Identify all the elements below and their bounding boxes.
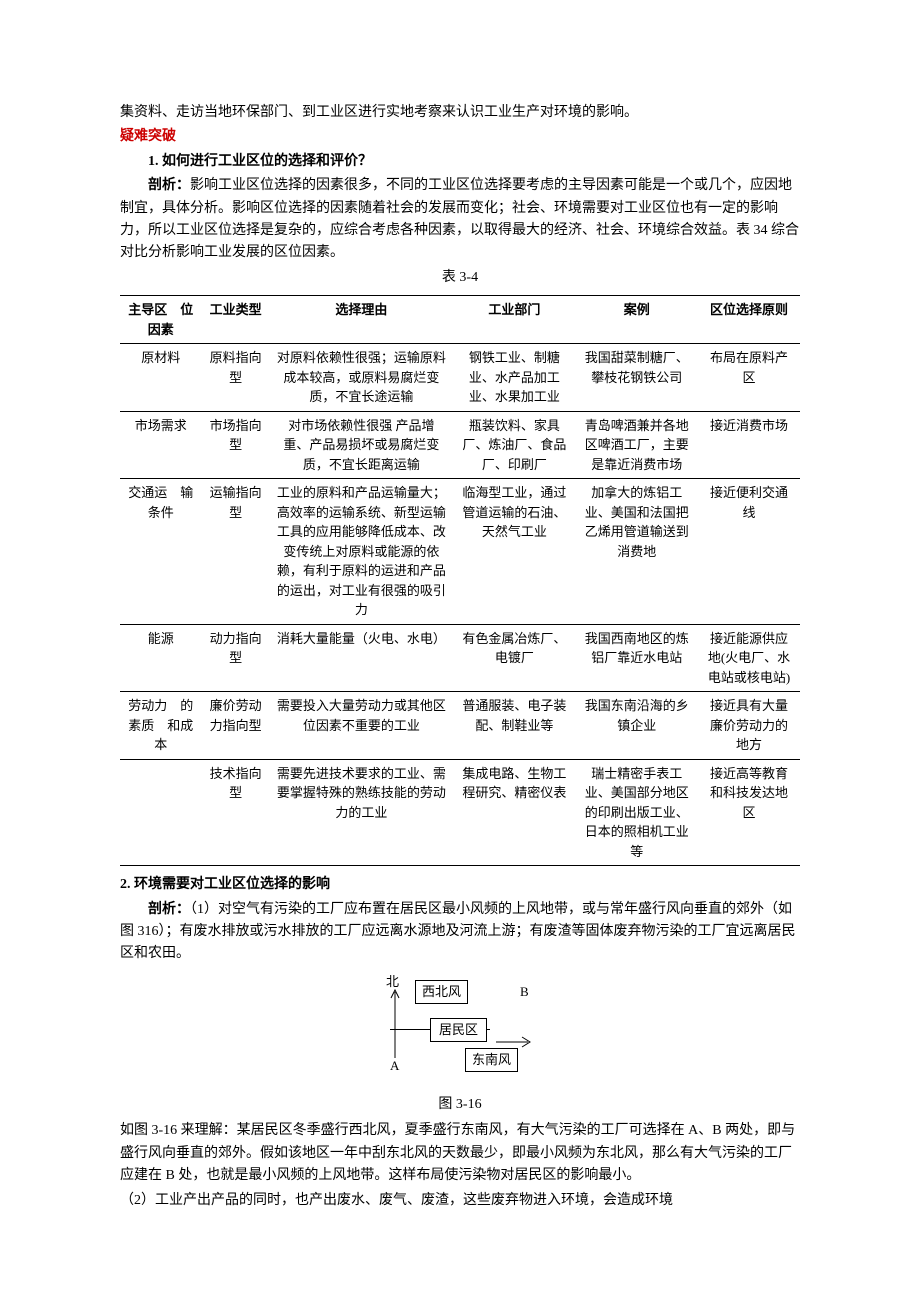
breakthrough-heading: 疑难突破 bbox=[120, 126, 800, 148]
q2-label: 剖析： bbox=[148, 902, 190, 917]
table-cell: 对原料依赖性很强；运输原料成本较高，或原料易腐烂变质，不宜长途运输 bbox=[270, 344, 454, 412]
q2-para1: 剖析：（1）对空气有污染的工厂应布置在居民区最小风频的上风地带，或与常年盛行风向… bbox=[120, 899, 800, 966]
nw-wind-box: 西北风 bbox=[415, 980, 468, 1005]
table-cell: 我国东南沿海的乡镇企业 bbox=[576, 692, 698, 760]
table-header-row: 主导区 位因素 工业类型 选择理由 工业部门 案例 区位选择原则 bbox=[120, 296, 800, 344]
table-cell: 消耗大量能量（火电、水电） bbox=[270, 624, 454, 692]
q2-para2: 如图 3-16 来理解：某居民区冬季盛行西北风，夏季盛行东南风，有大气污染的工厂… bbox=[120, 1120, 800, 1187]
col-head-2: 选择理由 bbox=[270, 296, 454, 344]
table-cell: 需要投入大量劳动力或其他区位因素不重要的工业 bbox=[270, 692, 454, 760]
factors-table: 主导区 位因素 工业类型 选择理由 工业部门 案例 区位选择原则 原材料原料指向… bbox=[120, 295, 800, 866]
table-cell: 工业的原料和产品运输量大；高效率的运输系统、新型运输工具的应用能够降低成本、改变… bbox=[270, 479, 454, 625]
q2-para3: （2）工业产出产品的同时，也产出废水、废气、废渣，这些废弃物进入环境，会造成环境 bbox=[120, 1190, 800, 1212]
table-cell: 对市场依赖性很强 产品增重、产品易损坏或易腐烂变质，不宜长距离运输 bbox=[270, 411, 454, 479]
table-cell: 市场需求 bbox=[120, 411, 202, 479]
label-b: B bbox=[520, 982, 529, 1003]
q1-para: 剖析：影响工业区位选择的因素很多，不同的工业区位选择要考虑的主导因素可能是一个或… bbox=[120, 175, 800, 265]
table-cell: 交通运 输条件 bbox=[120, 479, 202, 625]
table-cell: 青岛啤酒兼并各地区啤酒工厂，主要是靠近消费市场 bbox=[576, 411, 698, 479]
table-cell: 运输指向型 bbox=[202, 479, 270, 625]
table-row: 能源动力指向型消耗大量能量（火电、水电）有色金属冶炼厂、电镀厂我国西南地区的炼铝… bbox=[120, 624, 800, 692]
table-row: 劳动力 的素质 和成本廉价劳动力指向型需要投入大量劳动力或其他区位因素不重要的工… bbox=[120, 692, 800, 760]
table-cell: 原材料 bbox=[120, 344, 202, 412]
q1-label: 剖析： bbox=[148, 178, 190, 193]
table-cell: 普通服装、电子装配、制鞋业等 bbox=[453, 692, 575, 760]
table-cell: 我国西南地区的炼铝厂靠近水电站 bbox=[576, 624, 698, 692]
table-cell: 接近消费市场 bbox=[698, 411, 800, 479]
table-row: 技术指向型需要先进技术要求的工业、需要掌握特殊的熟练技能的劳动力的工业集成电路、… bbox=[120, 759, 800, 866]
table-row: 市场需求市场指向型对市场依赖性很强 产品增重、产品易损坏或易腐烂变质，不宜长距离… bbox=[120, 411, 800, 479]
table-cell: 加拿大的炼铝工业、美国和法国把乙烯用管道输送到消费地 bbox=[576, 479, 698, 625]
table-cell: 劳动力 的素质 和成本 bbox=[120, 692, 202, 760]
north-arrow-icon bbox=[390, 986, 400, 1065]
table-cell: 廉价劳动力指向型 bbox=[202, 692, 270, 760]
residential-box: 居民区 bbox=[430, 1018, 487, 1043]
col-head-3: 工业部门 bbox=[453, 296, 575, 344]
table-cell: 瓶装饮料、家具厂、炼油厂、食品厂、印刷厂 bbox=[453, 411, 575, 479]
q2-p1: （1）对空气有污染的工厂应布置在居民区最小风频的上风地带，或与常年盛行风向垂直的… bbox=[120, 902, 796, 962]
wind-diagram: 北 西北风 B 居民区 A 东南风 图 3-16 bbox=[120, 974, 800, 1117]
table-cell: 技术指向型 bbox=[202, 759, 270, 866]
se-arrow-icon bbox=[494, 1030, 534, 1067]
table-cell: 我国甜菜制糖厂、攀枝花钢铁公司 bbox=[576, 344, 698, 412]
table-cell: 动力指向型 bbox=[202, 624, 270, 692]
figure-caption: 图 3-16 bbox=[120, 1094, 800, 1116]
table-cell: 接近高等教育和科技发达地区 bbox=[698, 759, 800, 866]
table-cell: 有色金属冶炼厂、电镀厂 bbox=[453, 624, 575, 692]
table-cell bbox=[120, 759, 202, 866]
table-cell: 临海型工业，通过管道运输的石油、天然气工业 bbox=[453, 479, 575, 625]
table-cell: 布局在原料产区 bbox=[698, 344, 800, 412]
table-cell: 瑞士精密手表工业、美国部分地区的印刷出版工业、日本的照相机工业等 bbox=[576, 759, 698, 866]
col-head-0: 主导区 位因素 bbox=[120, 296, 202, 344]
table-cell: 集成电路、生物工程研究、精密仪表 bbox=[453, 759, 575, 866]
table-cell: 市场指向型 bbox=[202, 411, 270, 479]
table-caption: 表 3-4 bbox=[120, 267, 800, 289]
label-a: A bbox=[390, 1056, 399, 1077]
col-head-1: 工业类型 bbox=[202, 296, 270, 344]
table-cell: 接近具有大量廉价劳动力的地方 bbox=[698, 692, 800, 760]
table-cell: 接近能源供应地(火电厂、水电站或核电站) bbox=[698, 624, 800, 692]
q2-heading: 2. 环境需要对工业区位选择的影响 bbox=[120, 874, 800, 896]
table-row: 交通运 输条件运输指向型工业的原料和产品运输量大；高效率的运输系统、新型运输工具… bbox=[120, 479, 800, 625]
intro-line: 集资料、走访当地环保部门、到工业区进行实地考察来认识工业生产对环境的影响。 bbox=[120, 102, 800, 124]
table-cell: 钢铁工业、制糖业、水产品加工业、水果加工业 bbox=[453, 344, 575, 412]
table-cell: 接近便利交通线 bbox=[698, 479, 800, 625]
table-cell: 能源 bbox=[120, 624, 202, 692]
q1-heading: 1. 如何进行工业区位的选择和评价？ bbox=[120, 151, 800, 173]
table-cell: 需要先进技术要求的工业、需要掌握特殊的熟练技能的劳动力的工业 bbox=[270, 759, 454, 866]
table-row: 原材料原料指向型对原料依赖性很强；运输原料成本较高，或原料易腐烂变质，不宜长途运… bbox=[120, 344, 800, 412]
col-head-5: 区位选择原则 bbox=[698, 296, 800, 344]
table-cell: 原料指向型 bbox=[202, 344, 270, 412]
q1-body: 影响工业区位选择的因素很多，不同的工业区位选择要考虑的主导因素可能是一个或几个，… bbox=[120, 178, 799, 260]
col-head-4: 案例 bbox=[576, 296, 698, 344]
